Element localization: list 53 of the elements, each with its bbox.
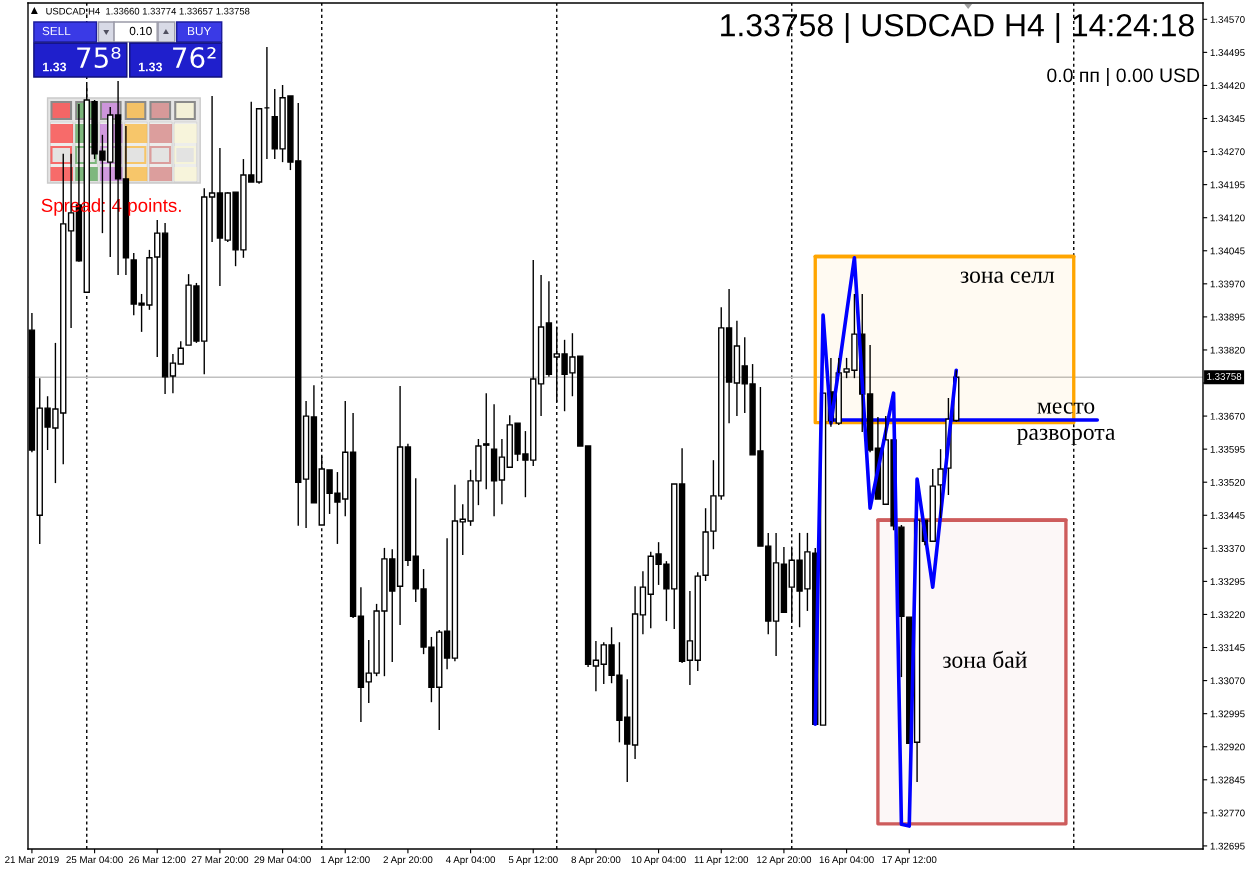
y-tick-label: 1.33220 [1210, 611, 1245, 619]
y-tick-label: 1.33820 [1210, 346, 1245, 354]
annotation: 1.33 [138, 62, 163, 72]
y-tick-label: 1.33070 [1210, 677, 1245, 685]
y-tick-label: 1.34495 [1210, 49, 1245, 56]
annotation: 1.33758 | USDCAD H4 | 14:24:18 [721, 13, 1194, 43]
x-tick-label: 21 Mar 2019 [5, 856, 59, 864]
annotation: 75⁸ [77, 47, 121, 69]
y-tick-label: 1.32695 [1210, 842, 1245, 850]
x-tick-label: 11 Apr 12:00 [694, 856, 749, 866]
x-tick-label: 16 Apr 04:00 [819, 856, 874, 866]
x-tick-label: 2 Apr 20:00 [383, 856, 433, 866]
annotation: зона бай [942, 650, 1027, 668]
annotation: 0.10 [129, 26, 152, 36]
annotation: 0.0 пп | 0.00 USD [1047, 67, 1200, 87]
y-tick-label: 1.33670 [1210, 412, 1245, 420]
y-tick-label: 1.34120 [1210, 214, 1245, 222]
y-tick-label: 1.33295 [1210, 578, 1245, 586]
annotation: SELL [42, 26, 71, 36]
y-tick-label: 1.32995 [1210, 710, 1245, 718]
x-tick-label: 25 Mar 04:00 [66, 856, 123, 864]
x-tick-label: 8 Apr 20:00 [571, 856, 621, 866]
ref-line-label: 1.33758 [1207, 373, 1242, 380]
y-tick-label: 1.32770 [1210, 809, 1245, 817]
y-tick-label: 1.34270 [1210, 148, 1245, 156]
y-tick-label: 1.32920 [1210, 743, 1245, 751]
y-tick-label: 1.33970 [1210, 280, 1245, 288]
y-tick-label: 1.33370 [1210, 545, 1245, 552]
y-tick-label: 1.34570 [1210, 16, 1245, 23]
y-tick-label: 1.33595 [1210, 445, 1245, 453]
y-tick-label: 1.34195 [1210, 181, 1245, 189]
x-tick-label: 17 Apr 12:00 [882, 856, 937, 866]
chart-title: USDCAD,H4 1.33660 1.33774 1.33657 1.33758 [46, 7, 250, 16]
annotation: 76² [173, 47, 216, 69]
y-tick-label: 1.33895 [1210, 313, 1245, 321]
y-tick-label: 1.33145 [1210, 644, 1245, 652]
x-tick-label: 4 Apr 04:00 [445, 856, 496, 866]
x-tick-label: 27 Mar 20:00 [191, 856, 249, 864]
y-tick-label: 1.33520 [1210, 478, 1245, 486]
x-tick-label: 1 Apr 12:00 [321, 856, 370, 866]
x-tick-label: 26 Mar 12:00 [129, 856, 186, 864]
x-tick-label: 29 Mar 04:00 [254, 856, 311, 864]
y-tick-label: 1.34345 [1210, 115, 1245, 123]
x-tick-label: 5 Apr 12:00 [508, 856, 558, 866]
annotation: зона селл [960, 271, 1055, 283]
x-tick-label: 12 Apr 20:00 [757, 856, 812, 866]
y-tick-label: 1.32845 [1210, 776, 1245, 784]
annotation: BUY [188, 26, 212, 36]
y-tick-label: 1.34045 [1210, 247, 1245, 255]
annotation: 1.33 [43, 62, 67, 72]
y-tick-label: 1.34420 [1210, 82, 1245, 90]
y-tick-label: 1.33445 [1210, 512, 1245, 519]
x-tick-label: 10 Apr 04:00 [631, 856, 686, 866]
